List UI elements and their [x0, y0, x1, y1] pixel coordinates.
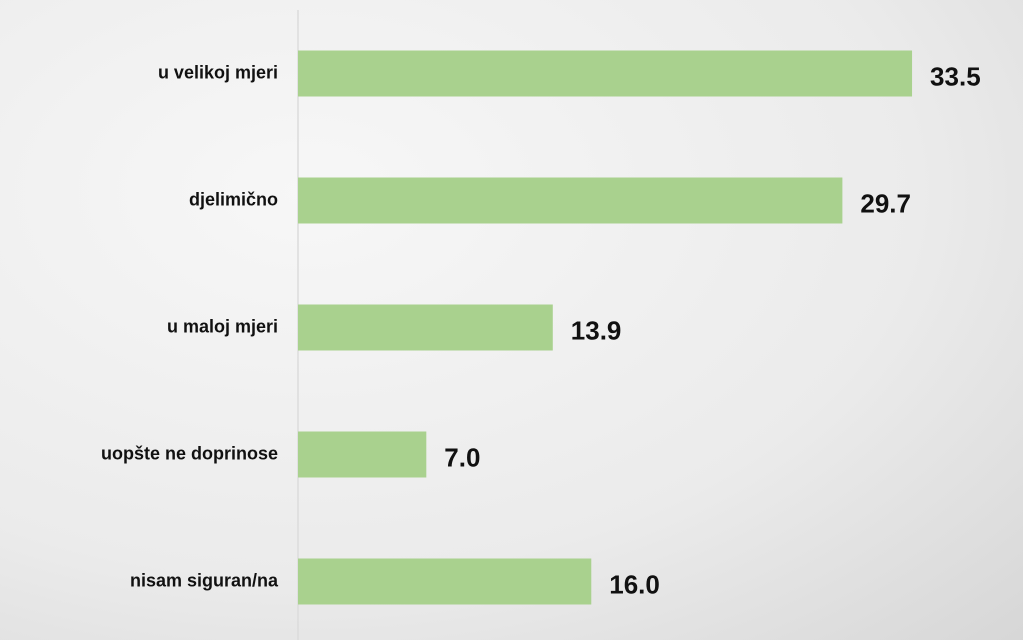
category-label: u velikoj mjeri — [158, 62, 278, 82]
data-label: 7.0 — [444, 442, 480, 472]
data-label: 29.7 — [860, 188, 911, 218]
bar — [298, 304, 553, 351]
category-label: djelimično — [189, 189, 278, 209]
data-label: 16.0 — [609, 569, 660, 599]
category-label: uopšte ne doprinose — [101, 443, 278, 463]
bar — [298, 431, 427, 478]
bar — [298, 177, 843, 224]
data-label: 33.5 — [930, 61, 981, 91]
category-label: u maloj mjeri — [167, 316, 278, 336]
data-label: 13.9 — [571, 315, 622, 345]
category-label: nisam siguran/na — [130, 570, 279, 590]
bar — [298, 50, 913, 97]
bar — [298, 558, 592, 605]
